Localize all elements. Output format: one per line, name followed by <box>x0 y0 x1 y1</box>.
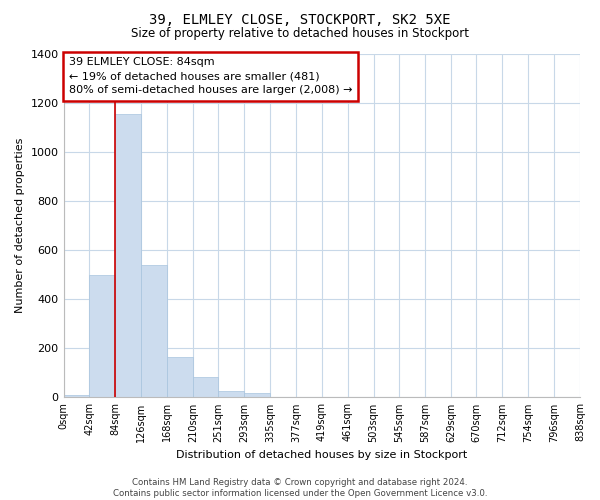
Bar <box>141 265 167 398</box>
Bar <box>115 114 141 398</box>
X-axis label: Distribution of detached houses by size in Stockport: Distribution of detached houses by size … <box>176 450 467 460</box>
Bar <box>218 390 244 398</box>
Y-axis label: Number of detached properties: Number of detached properties <box>15 138 25 314</box>
Bar <box>193 376 218 398</box>
Bar <box>167 357 193 398</box>
Bar <box>64 395 89 398</box>
Bar <box>244 392 270 398</box>
Text: Contains HM Land Registry data © Crown copyright and database right 2024.
Contai: Contains HM Land Registry data © Crown c… <box>113 478 487 498</box>
Text: 39 ELMLEY CLOSE: 84sqm
← 19% of detached houses are smaller (481)
80% of semi-de: 39 ELMLEY CLOSE: 84sqm ← 19% of detached… <box>69 58 352 96</box>
Text: Size of property relative to detached houses in Stockport: Size of property relative to detached ho… <box>131 28 469 40</box>
Text: 39, ELMLEY CLOSE, STOCKPORT, SK2 5XE: 39, ELMLEY CLOSE, STOCKPORT, SK2 5XE <box>149 12 451 26</box>
Bar <box>89 275 115 398</box>
